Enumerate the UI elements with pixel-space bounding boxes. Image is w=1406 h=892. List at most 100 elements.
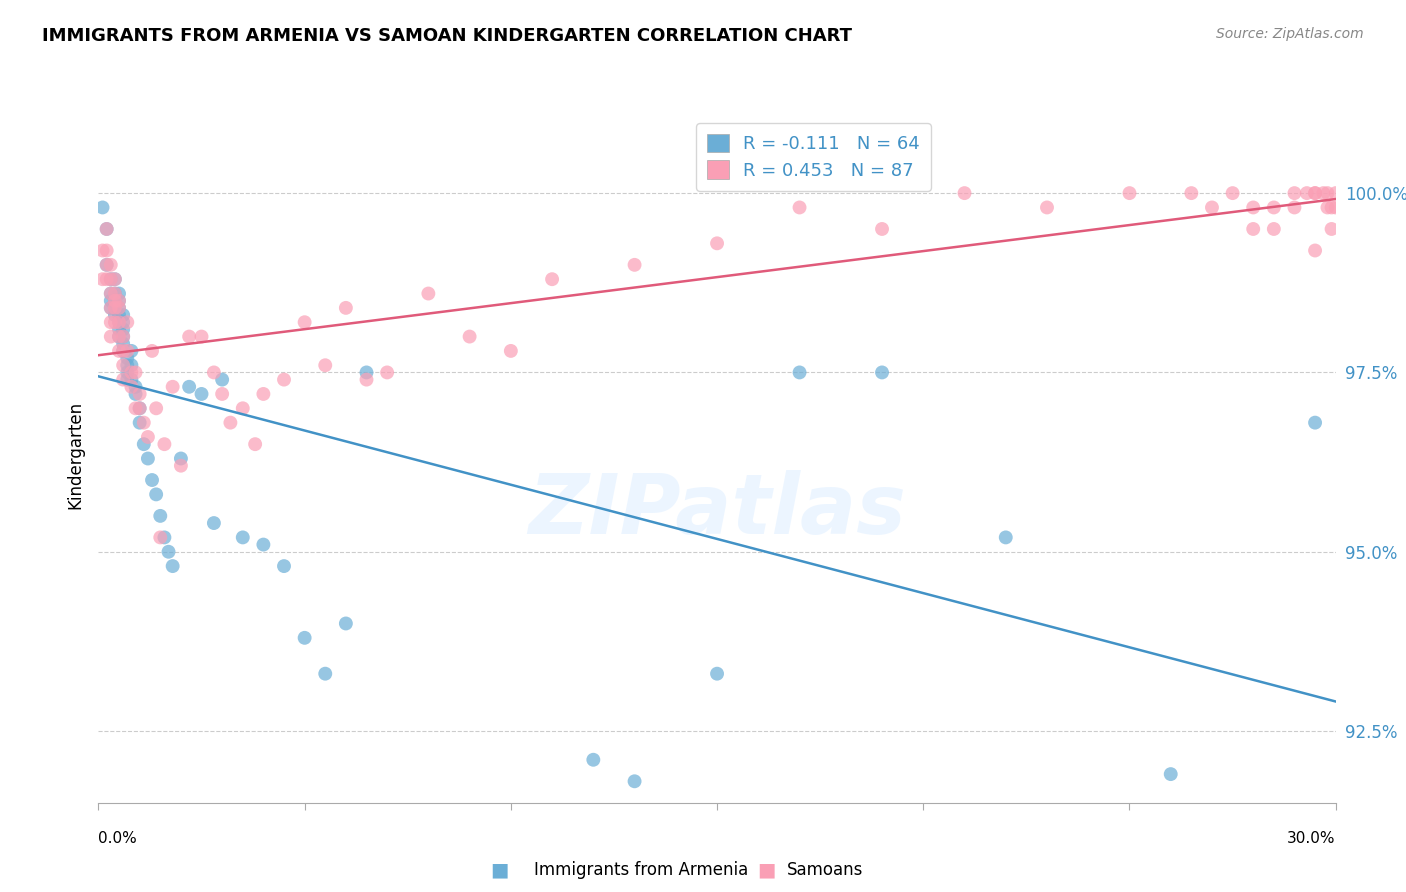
Point bbox=[100, 301, 122, 315]
Point bbox=[1316, 186, 1339, 200]
Point bbox=[91, 244, 114, 258]
Point bbox=[789, 366, 811, 380]
Point bbox=[499, 343, 522, 358]
Point bbox=[108, 286, 131, 301]
Point bbox=[112, 336, 135, 351]
Point bbox=[1180, 186, 1202, 200]
Point bbox=[294, 631, 316, 645]
Point bbox=[96, 222, 118, 236]
Point bbox=[112, 329, 135, 343]
Point bbox=[104, 286, 127, 301]
Point bbox=[541, 272, 564, 286]
Point bbox=[356, 373, 378, 387]
Point bbox=[100, 301, 122, 315]
Point bbox=[190, 329, 212, 343]
Point bbox=[96, 258, 118, 272]
Point bbox=[1303, 186, 1326, 200]
Point bbox=[1222, 186, 1244, 200]
Point bbox=[294, 315, 316, 329]
Point bbox=[335, 616, 357, 631]
Point bbox=[108, 343, 131, 358]
Point bbox=[1295, 186, 1317, 200]
Point bbox=[1036, 201, 1059, 215]
Point bbox=[108, 293, 131, 308]
Point bbox=[706, 666, 728, 681]
Text: Immigrants from Armenia: Immigrants from Armenia bbox=[534, 861, 748, 879]
Point bbox=[706, 236, 728, 251]
Point bbox=[314, 358, 336, 372]
Point bbox=[104, 308, 127, 322]
Point bbox=[117, 343, 139, 358]
Point bbox=[132, 437, 155, 451]
Point bbox=[1324, 186, 1347, 200]
Point bbox=[120, 380, 142, 394]
Point bbox=[170, 458, 193, 473]
Point bbox=[870, 222, 893, 236]
Point bbox=[314, 666, 336, 681]
Point bbox=[120, 366, 142, 380]
Point bbox=[104, 272, 127, 286]
Point bbox=[108, 329, 131, 343]
Point bbox=[128, 401, 150, 416]
Point bbox=[120, 358, 142, 372]
Point bbox=[108, 301, 131, 315]
Point bbox=[1320, 222, 1343, 236]
Point bbox=[120, 343, 142, 358]
Point bbox=[1241, 222, 1264, 236]
Point bbox=[124, 387, 146, 401]
Point bbox=[1303, 416, 1326, 430]
Point bbox=[1312, 186, 1334, 200]
Point bbox=[157, 545, 180, 559]
Text: 0.0%: 0.0% bbox=[98, 830, 138, 846]
Point bbox=[91, 201, 114, 215]
Point bbox=[112, 315, 135, 329]
Y-axis label: Kindergarten: Kindergarten bbox=[66, 401, 84, 509]
Point bbox=[117, 373, 139, 387]
Point bbox=[96, 244, 118, 258]
Point bbox=[243, 437, 266, 451]
Point bbox=[100, 272, 122, 286]
Point bbox=[219, 416, 242, 430]
Point bbox=[179, 380, 201, 394]
Point bbox=[104, 272, 127, 286]
Point bbox=[128, 387, 150, 401]
Text: IMMIGRANTS FROM ARMENIA VS SAMOAN KINDERGARTEN CORRELATION CHART: IMMIGRANTS FROM ARMENIA VS SAMOAN KINDER… bbox=[42, 27, 852, 45]
Point bbox=[100, 329, 122, 343]
Point bbox=[100, 293, 122, 308]
Point bbox=[375, 366, 398, 380]
Point bbox=[1284, 201, 1306, 215]
Point bbox=[104, 315, 127, 329]
Point bbox=[141, 343, 163, 358]
Point bbox=[108, 301, 131, 315]
Point bbox=[104, 293, 127, 308]
Point bbox=[1118, 186, 1140, 200]
Point bbox=[232, 401, 254, 416]
Point bbox=[108, 329, 131, 343]
Text: ■: ■ bbox=[489, 860, 509, 880]
Point bbox=[100, 272, 122, 286]
Point bbox=[124, 366, 146, 380]
Point bbox=[112, 322, 135, 336]
Point bbox=[1160, 767, 1182, 781]
Point bbox=[202, 366, 225, 380]
Point bbox=[124, 380, 146, 394]
Point bbox=[1241, 201, 1264, 215]
Point bbox=[211, 387, 233, 401]
Text: ■: ■ bbox=[756, 860, 776, 880]
Point bbox=[112, 343, 135, 358]
Point bbox=[1284, 186, 1306, 200]
Point bbox=[789, 201, 811, 215]
Point bbox=[190, 387, 212, 401]
Point bbox=[162, 380, 184, 394]
Point bbox=[117, 315, 139, 329]
Point bbox=[104, 293, 127, 308]
Point bbox=[132, 416, 155, 430]
Point bbox=[96, 258, 118, 272]
Point bbox=[117, 358, 139, 372]
Point bbox=[418, 286, 440, 301]
Point bbox=[112, 308, 135, 322]
Point bbox=[117, 351, 139, 365]
Point bbox=[335, 301, 357, 315]
Point bbox=[145, 487, 167, 501]
Point bbox=[104, 301, 127, 315]
